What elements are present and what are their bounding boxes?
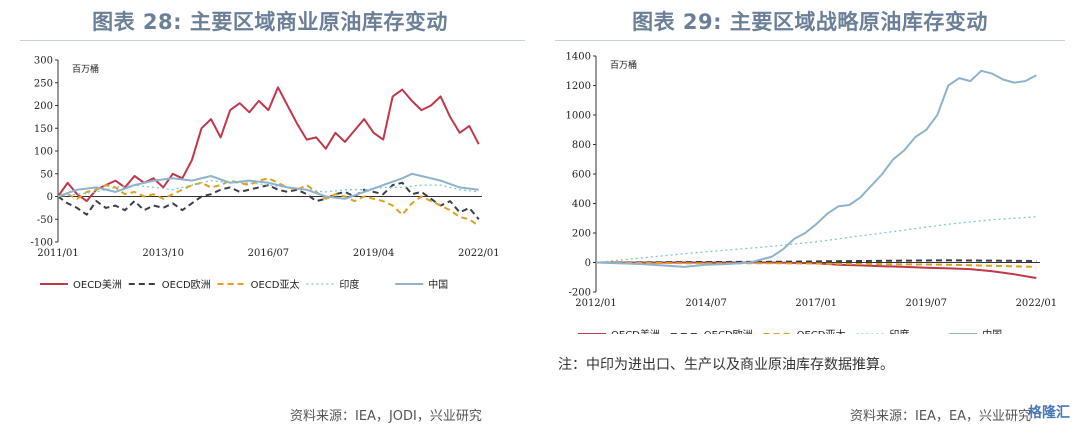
left-chart-unit-label: 百万桶 [72, 63, 99, 75]
right-chart-y-tick-label: 1000 [566, 111, 591, 122]
right-chart-series-line-3 [595, 261, 1037, 268]
right-chart-unit-label: 百万桶 [610, 59, 637, 71]
left-source-note: 资料来源：IEA，JODI，兴业研究 [290, 409, 482, 424]
left-chart-y-tick-label: -100 [31, 238, 53, 249]
left-chart-legend-label-2: OECD欧洲 [162, 279, 211, 291]
left-chart-x-tick-label: 2011/01 [37, 248, 79, 259]
left-chart-x-tick-label: 2022/01 [458, 248, 500, 259]
left-chart-series-line-1 [57, 86, 480, 203]
left-chart-x-tick-label: 2019/04 [353, 248, 395, 259]
left-figure-panel: 图表 28: 主要区域商业原油库存变动 -100 -50 0 50 100 150 200 2… [20, 10, 525, 424]
right-chart-legend-label-1: OECD美洲 [611, 328, 660, 334]
left-chart-y-tick-label: 250 [34, 78, 53, 89]
right-chart-y-tick-label: 1200 [566, 81, 591, 92]
right-figure-panel: 图表 29: 主要区域战略原油库存变动 -200 0 200 400 600 800 100… [540, 0, 1080, 435]
left-chart-legend-label-3: OECD亚太 [251, 278, 300, 291]
right-chart-legend-label-5: 中国 [982, 328, 1002, 334]
left-chart-legend-label-1: OECD美洲 [73, 278, 122, 291]
left-chart-series-line-2 [57, 181, 480, 220]
right-chart-legend-label-4: 印度 [889, 328, 909, 334]
right-chart-legend-label-3: OECD亚太 [797, 328, 846, 334]
right-chart-y-tick-label: 600 [572, 170, 591, 181]
right-chart-y-tick-label: 200 [572, 229, 591, 240]
right-chart-y-tick-label: 0 [585, 258, 591, 269]
left-chart-y-tick-label: 300 [34, 56, 53, 67]
left-chart-x-tick-label: 2016/07 [248, 248, 290, 259]
right-title-separator [555, 40, 1065, 41]
right-chart-y-tick-label: 400 [572, 199, 591, 210]
left-chart-y-tick-label: 50 [40, 169, 53, 180]
right-chart-x-tick-label: 2017/01 [795, 298, 837, 309]
right-chart-y-tick-label: 1400 [566, 52, 591, 63]
right-chart-series-line-4 [595, 216, 1037, 264]
right-chart-x-tick-label: 2019/07 [905, 298, 947, 309]
right-chart-y-tick-label: -200 [569, 288, 591, 299]
right-chart-x-tick-label: 2022/01 [1016, 298, 1058, 309]
left-chart-series-line-4 [57, 179, 479, 198]
left-chart-legend-label-4: 印度 [339, 278, 359, 291]
right-chart-y-tick-label: 800 [572, 140, 591, 151]
right-footnote: 注：中印为进出口、生产以及商业原油库存数据推算。 [558, 357, 894, 373]
left-chart-y-tick-label: 150 [34, 124, 53, 135]
right-figure-title: 图表 29: 主要区域战略原油库存变动 [632, 10, 988, 34]
left-title-separator [20, 40, 525, 41]
left-chart-y-tick-label: 200 [34, 101, 53, 112]
left-chart-y-tick-label: -50 [37, 215, 53, 226]
right-chart-series-line-5 [595, 69, 1037, 268]
watermark-logo: 格隆汇 [1028, 405, 1070, 421]
left-chart-series-line-5 [57, 172, 479, 200]
left-chart-x-tick-label: 2013/10 [142, 248, 184, 259]
left-chart-legend-label-5: 中国 [428, 278, 448, 291]
left-chart-y-tick-label: 100 [34, 147, 53, 158]
right-chart-x-tick-label: 2014/07 [685, 298, 727, 309]
right-chart-x-tick-label: 2012/01 [575, 298, 617, 309]
left-commercial-stock-chart: -100 -50 0 50 100 150 200 250 300 2011/01 2013/10 2… [31, 56, 500, 292]
left-chart-y-tick-label: 0 [47, 192, 53, 203]
left-figure-title: 图表 28: 主要区域商业原油库存变动 [92, 10, 448, 34]
right-chart-legend-label-2: OECD欧洲 [704, 329, 753, 334]
right-source-note: 资料来源：IEA，EA，兴业研究 [850, 409, 1032, 424]
right-strategic-stock-chart: -200 0 200 400 600 800 1000 1200 1400 2012/01 2014… [566, 52, 1058, 334]
